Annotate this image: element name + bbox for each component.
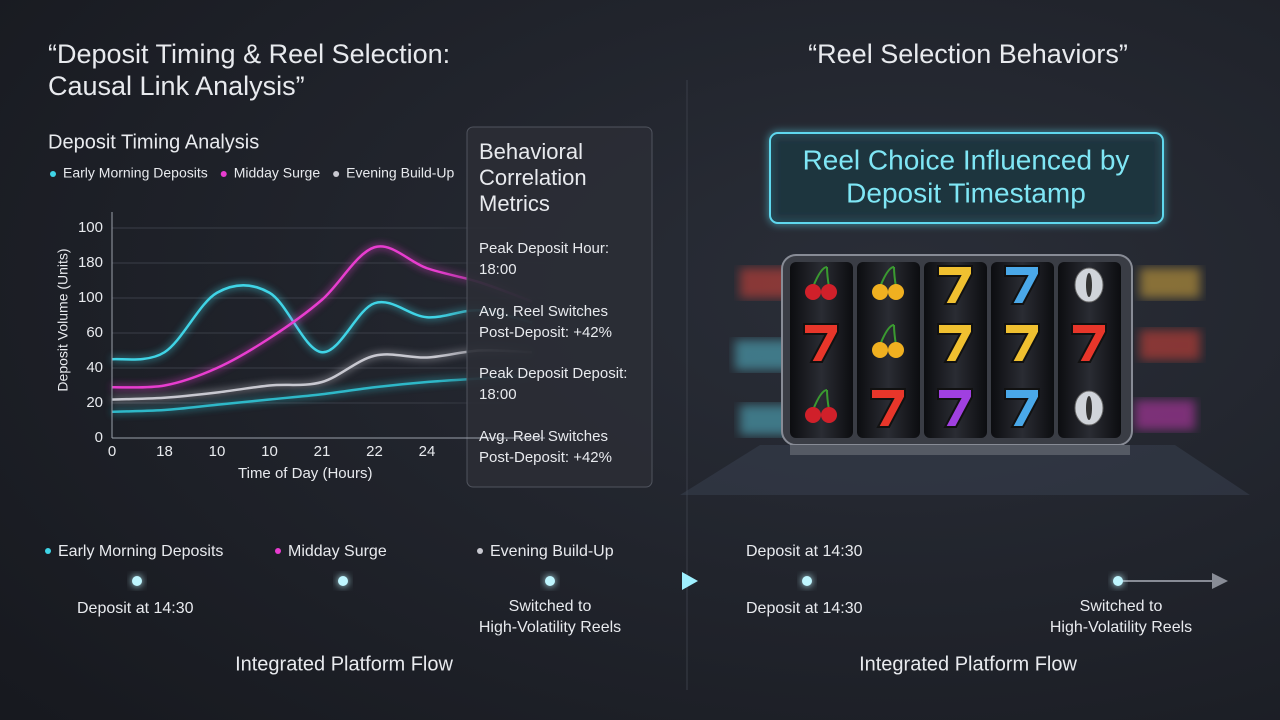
symbol-seven: [870, 388, 906, 428]
flow-label: High-Volatility Reels: [479, 619, 621, 636]
legend-dot: [50, 171, 56, 177]
symbol-cherry: [805, 284, 821, 300]
metrics-title: Metrics: [479, 191, 550, 216]
x-tick-label: 22: [366, 443, 383, 460]
x-tick-label: 18: [156, 443, 173, 460]
symbol-seven: [803, 323, 839, 363]
x-tick-label: 21: [314, 443, 331, 460]
series-line: [111, 245, 533, 389]
metric-text: Post-Deposit: +42%: [479, 324, 612, 341]
series-line: [111, 349, 533, 401]
machine-base: [790, 445, 1130, 455]
callout-box: [769, 132, 1164, 224]
legend-label: Evening Build-Up: [346, 165, 454, 181]
symbol-seven: [937, 388, 973, 428]
motion-streak: [1140, 268, 1200, 298]
y-tick-label: 20: [86, 394, 103, 411]
legend-dot: [477, 548, 483, 554]
legend-label: Evening Build-Up: [490, 543, 614, 560]
metric-text: Avg. Reel Switches: [479, 303, 608, 320]
flow-label: Deposit at 14:30: [746, 600, 863, 617]
metrics-title: Correlation: [479, 165, 587, 190]
y-tick-label: 60: [86, 324, 103, 341]
x-tick-label: 24: [419, 443, 436, 460]
y-tick-label: 100: [78, 289, 103, 306]
timeline-node: [802, 576, 812, 586]
legend-label: Early Morning Deposits: [58, 543, 223, 560]
symbol-seven: [1004, 388, 1040, 428]
symbol-eye: [1086, 273, 1092, 297]
title: “Reel Selection Behaviors”: [808, 39, 1128, 69]
legend-dot: [275, 548, 281, 554]
flow-label: High-Volatility Reels: [1050, 619, 1192, 636]
metric-text: Post-Deposit: +42%: [479, 449, 612, 466]
symbol-cherry: [888, 284, 904, 300]
symbol-cherry: [821, 407, 837, 423]
symbol-eye: [1086, 396, 1092, 420]
metric-text: 18:00: [479, 386, 517, 403]
chart-title: Deposit Timing Analysis: [48, 131, 259, 153]
motion-streak: [1135, 400, 1195, 430]
title: Causal Link Analysis”: [48, 71, 305, 101]
y-tick-label: 0: [95, 429, 103, 446]
callout-text: Reel Choice Influenced by: [803, 144, 1130, 175]
symbol-cherry: [805, 407, 821, 423]
arrowhead: [1212, 573, 1228, 589]
y-tick-label: 40: [86, 359, 103, 376]
timeline-node: [545, 576, 555, 586]
metric-text: Avg. Reel Switches: [479, 428, 608, 445]
metric-text: 18:00: [479, 261, 517, 278]
metrics-panel: [466, 126, 653, 488]
symbol-seven: [937, 265, 973, 305]
timeline-node: [338, 576, 348, 586]
flow-label: Deposit at 14:30: [77, 600, 194, 617]
slot-machine: [735, 254, 1200, 455]
flow-label: Switched to: [509, 598, 592, 615]
caption: Integrated Platform Flow: [859, 653, 1077, 675]
motion-streak: [1140, 330, 1200, 360]
symbol-seven: [1071, 323, 1107, 363]
flow-label: Switched to: [1080, 598, 1163, 615]
metric-text: Peak Deposit Hour:: [479, 240, 609, 257]
symbol-cherry: [888, 342, 904, 358]
symbol-cherry: [872, 284, 888, 300]
metric-text: Peak Deposit Deposit:: [479, 365, 627, 382]
platform: [680, 445, 1250, 495]
timeline-node: [132, 576, 142, 586]
callout-text: Deposit Timestamp: [846, 177, 1086, 208]
metrics-title: Behavioral: [479, 139, 583, 164]
symbol-cherry: [872, 342, 888, 358]
symbol-seven: [937, 323, 973, 363]
x-axis-label: Time of Day (Hours): [238, 465, 372, 482]
legend-dot: [333, 171, 340, 177]
symbol-seven: [1004, 265, 1040, 305]
caption: Integrated Platform Flow: [235, 653, 453, 675]
legend-label: Midday Surge: [288, 543, 387, 560]
legend-dot: [45, 548, 51, 554]
y-tick-label: 100: [78, 219, 103, 236]
y-axis-label: Deposit Volume (Units): [55, 248, 71, 391]
x-tick-label: 10: [261, 443, 278, 460]
timeline-node: [1113, 576, 1123, 586]
legend-dot: [220, 171, 227, 177]
arrowhead: [682, 572, 698, 590]
series-line: [111, 284, 533, 361]
x-tick-label: 0: [108, 443, 116, 460]
series-line: [111, 373, 533, 413]
legend-label: Midday Surge: [234, 165, 321, 181]
y-tick-label: 180: [78, 254, 103, 271]
title: “Deposit Timing & Reel Selection:: [48, 39, 450, 69]
symbol-cherry: [821, 284, 837, 300]
x-tick-label: 10: [209, 443, 226, 460]
plot: [111, 227, 545, 413]
flow-label: Deposit at 14:30: [746, 543, 863, 560]
symbol-seven: [1004, 323, 1040, 363]
legend-label: Early Morning Deposits: [63, 165, 208, 181]
